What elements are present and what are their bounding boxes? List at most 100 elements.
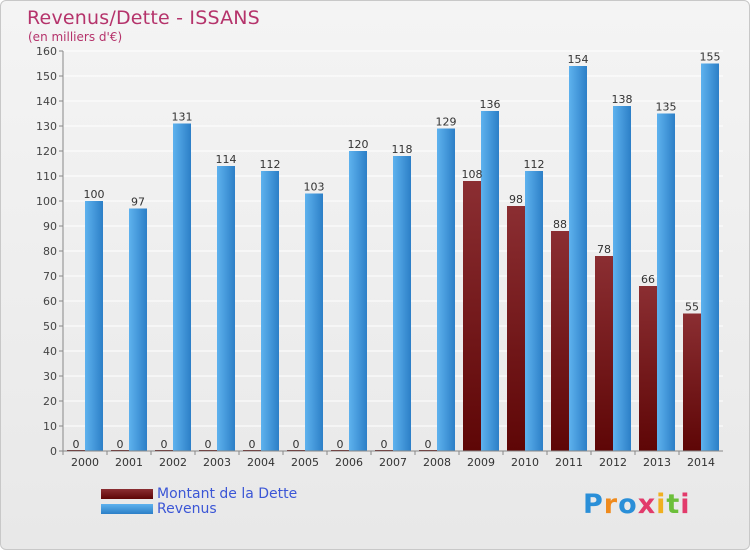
x-tick-label: 2009 [467, 456, 495, 469]
label-revenue-2013: 135 [656, 101, 677, 114]
chart-subtitle: (en milliers d'€) [28, 30, 123, 44]
y-tick-label: 10 [43, 420, 57, 433]
bar-revenue-2008 [437, 128, 455, 451]
x-tick-label: 2006 [335, 456, 363, 469]
x-tick-label: 2005 [291, 456, 319, 469]
label-revenue-2010: 112 [524, 158, 545, 171]
legend-label-debt: Montant de la Dette [157, 486, 298, 502]
bar-debt-2010 [507, 206, 525, 451]
label-revenue-2014: 155 [700, 51, 721, 64]
logo-letter: P [583, 489, 604, 520]
y-tick-label: 20 [43, 395, 57, 408]
label-revenue-2000: 100 [84, 188, 105, 201]
bar-revenue-2009 [481, 111, 499, 451]
bar-debt-2014 [683, 313, 701, 451]
bar-debt-2011 [551, 231, 569, 451]
y-tick-label: 110 [36, 170, 57, 183]
bar-debt-2012 [595, 256, 613, 451]
legend-swatch-revenue [101, 504, 153, 514]
label-debt-2004: 0 [249, 438, 256, 451]
logo-letter: r [603, 489, 619, 520]
bars [67, 63, 719, 451]
label-revenue-2012: 138 [612, 93, 633, 106]
y-tick-label: 70 [43, 270, 57, 283]
logo-letter: o [618, 489, 638, 520]
x-tick-label: 2001 [115, 456, 143, 469]
y-tick-label: 50 [43, 320, 57, 333]
label-revenue-2001: 97 [131, 196, 145, 209]
y-tick-label: 60 [43, 295, 57, 308]
label-debt-2000: 0 [73, 438, 80, 451]
x-tick-label: 2004 [247, 456, 275, 469]
bar-revenue-2010 [525, 171, 543, 451]
bar-revenue-2006 [349, 151, 367, 451]
logo-letter: i [656, 489, 667, 520]
x-tick-label: 2000 [71, 456, 99, 469]
label-debt-2010: 98 [509, 193, 523, 206]
y-tick-label: 30 [43, 370, 57, 383]
chart-title: Revenus/Dette - ISSANS [27, 7, 260, 29]
axes: 0 10 20 30 40 50 60 70 80 90 100 110 120 130 140 150 160… [36, 45, 723, 469]
data-labels: 0 100 0 97 0 131 0 114 0 112 0 103 0 120 0 118 0 129 108 13… [73, 51, 721, 452]
label-revenue-2005: 103 [304, 181, 325, 194]
label-debt-2014: 55 [685, 301, 699, 314]
label-debt-2009: 108 [462, 168, 483, 181]
label-revenue-2002: 131 [172, 111, 193, 124]
legend-swatch-debt [101, 489, 153, 499]
label-debt-2008: 0 [425, 438, 432, 451]
label-debt-2002: 0 [161, 438, 168, 451]
bar-revenue-2011 [569, 66, 587, 451]
y-tick-label: 80 [43, 245, 57, 258]
label-debt-2006: 0 [337, 438, 344, 451]
label-debt-2012: 78 [597, 243, 611, 256]
y-tick-label: 160 [36, 45, 57, 58]
y-tick-label: 40 [43, 345, 57, 358]
legend-label-revenue: Revenus [157, 501, 217, 517]
x-tick-label: 2002 [159, 456, 187, 469]
bar-revenue-2002 [173, 123, 191, 451]
x-tick-label: 2003 [203, 456, 231, 469]
bar-revenue-2014 [701, 63, 719, 451]
x-tick-label: 2008 [423, 456, 451, 469]
bar-revenue-2004 [261, 171, 279, 451]
y-tick-label: 120 [36, 145, 57, 158]
logo-letter: i [680, 489, 691, 520]
label-revenue-2008: 129 [436, 116, 457, 129]
label-debt-2001: 0 [117, 438, 124, 451]
bar-debt-2009 [463, 181, 481, 451]
bar-debt-2013 [639, 286, 657, 451]
label-revenue-2007: 118 [392, 143, 413, 156]
y-tick-label: 0 [50, 445, 57, 458]
bar-revenue-2013 [657, 113, 675, 451]
label-revenue-2004: 112 [260, 158, 281, 171]
y-tick-label: 90 [43, 220, 57, 233]
x-tick-label: 2012 [599, 456, 627, 469]
label-debt-2005: 0 [293, 438, 300, 451]
y-tick-label: 140 [36, 95, 57, 108]
bar-revenue-2007 [393, 156, 411, 451]
bar-revenue-2005 [305, 193, 323, 451]
label-debt-2007: 0 [381, 438, 388, 451]
bar-revenue-2001 [129, 208, 147, 451]
label-debt-2011: 88 [553, 218, 567, 231]
bar-revenue-2000 [85, 201, 103, 451]
label-revenue-2003: 114 [216, 153, 237, 166]
bar-revenue-2003 [217, 166, 235, 451]
x-tick-label: 2007 [379, 456, 407, 469]
label-debt-2013: 66 [641, 273, 655, 286]
x-tick-label: 2014 [687, 456, 715, 469]
x-tick-label: 2011 [555, 456, 583, 469]
label-revenue-2009: 136 [480, 98, 501, 111]
label-revenue-2006: 120 [348, 138, 369, 151]
bar-revenue-2012 [613, 106, 631, 451]
label-revenue-2011: 154 [568, 53, 589, 66]
x-tick-label: 2013 [643, 456, 671, 469]
logo-letter: t [666, 489, 681, 520]
y-tick-label: 150 [36, 70, 57, 83]
proxiti-logo: Proxiti [583, 489, 691, 520]
y-tick-label: 100 [36, 195, 57, 208]
label-debt-2003: 0 [205, 438, 212, 451]
x-tick-label: 2010 [511, 456, 539, 469]
